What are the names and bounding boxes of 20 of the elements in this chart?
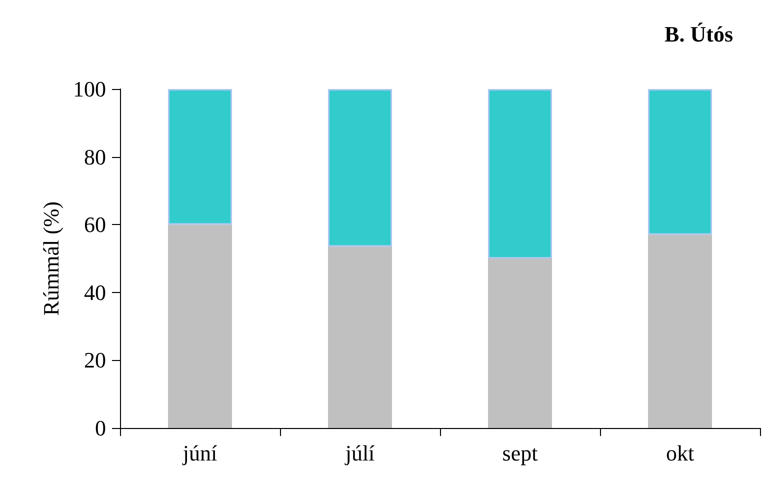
bar <box>168 89 232 225</box>
x-tick-label: júlí <box>344 440 375 466</box>
x-tick-label: júní <box>182 440 218 466</box>
y-tick-label: 0 <box>95 416 106 440</box>
x-tick-label: sept <box>502 440 538 466</box>
y-tick-label: 100 <box>73 76 106 102</box>
bar <box>328 246 392 428</box>
y-tick-label: 40 <box>84 280 106 305</box>
bar <box>328 89 392 247</box>
y-tick-label: 80 <box>84 144 106 170</box>
x-tick-label: okt <box>666 440 694 466</box>
y-tick-label: 20 <box>84 348 106 373</box>
bar <box>488 258 552 428</box>
y-tick-label: 60 <box>84 212 106 238</box>
bar <box>648 89 712 235</box>
y-axis-title: Rúmmál (%) <box>38 201 64 316</box>
bar <box>648 234 712 428</box>
bar <box>168 224 232 428</box>
chart-title: B. Útós <box>664 22 734 46</box>
bar <box>488 89 552 258</box>
